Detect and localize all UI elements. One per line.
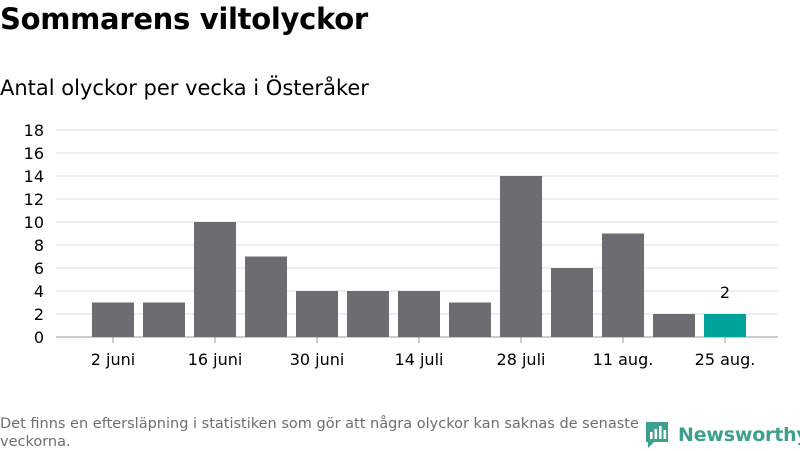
bar-chart: 0 2 4 6 8 10 12 14 16 18 2 2 juni 16 juni 30 juni 14… <box>24 121 778 369</box>
y-tick-label: 18 <box>24 121 44 140</box>
bar <box>602 233 644 337</box>
y-tick-label: 2 <box>34 305 44 324</box>
bar <box>704 314 746 337</box>
y-tick-label: 16 <box>24 144 44 163</box>
x-tick-label: 2 juni <box>91 350 135 369</box>
x-tick-label: 30 juni <box>290 350 345 369</box>
x-tick-label: 16 juni <box>188 350 243 369</box>
bar <box>143 302 185 337</box>
bar <box>398 291 440 337</box>
bar <box>245 256 287 337</box>
bar <box>92 302 134 337</box>
bar <box>296 291 338 337</box>
y-tick-label: 8 <box>34 236 44 255</box>
bar <box>347 291 389 337</box>
bar <box>653 314 695 337</box>
brand-logo: Newsworthy <box>644 420 800 450</box>
bar <box>194 222 236 337</box>
y-tick-label: 14 <box>24 167 44 186</box>
footnote: Det finns en eftersläpning i statistiken… <box>0 416 639 450</box>
data-label: 2 <box>720 283 730 302</box>
x-tick-label: 25 aug. <box>695 350 756 369</box>
y-axis-tick-labels: 0 2 4 6 8 10 12 14 16 18 <box>24 121 44 347</box>
x-tick-label: 28 juli <box>497 350 546 369</box>
bar-chart-logo-icon <box>646 422 668 448</box>
x-tick-label: 14 juli <box>395 350 444 369</box>
brand-name: Newsworthy <box>678 424 800 446</box>
bar <box>449 302 491 337</box>
y-tick-label: 10 <box>24 213 44 232</box>
y-tick-label: 6 <box>34 259 44 278</box>
bar <box>500 176 542 337</box>
y-tick-label: 0 <box>34 328 44 347</box>
x-tick-label: 11 aug. <box>593 350 654 369</box>
y-tick-label: 12 <box>24 190 44 209</box>
bars <box>92 176 746 337</box>
x-axis: 2 juni 16 juni 30 juni 14 juli 28 juli 11 aug… <box>91 337 756 369</box>
data-labels: 2 <box>720 283 730 302</box>
chart-title: Sommarens viltolyckor <box>0 2 368 36</box>
chart-subtitle: Antal olyckor per vecka i Österåker <box>0 76 369 100</box>
y-tick-label: 4 <box>34 282 44 301</box>
bar <box>551 268 593 337</box>
